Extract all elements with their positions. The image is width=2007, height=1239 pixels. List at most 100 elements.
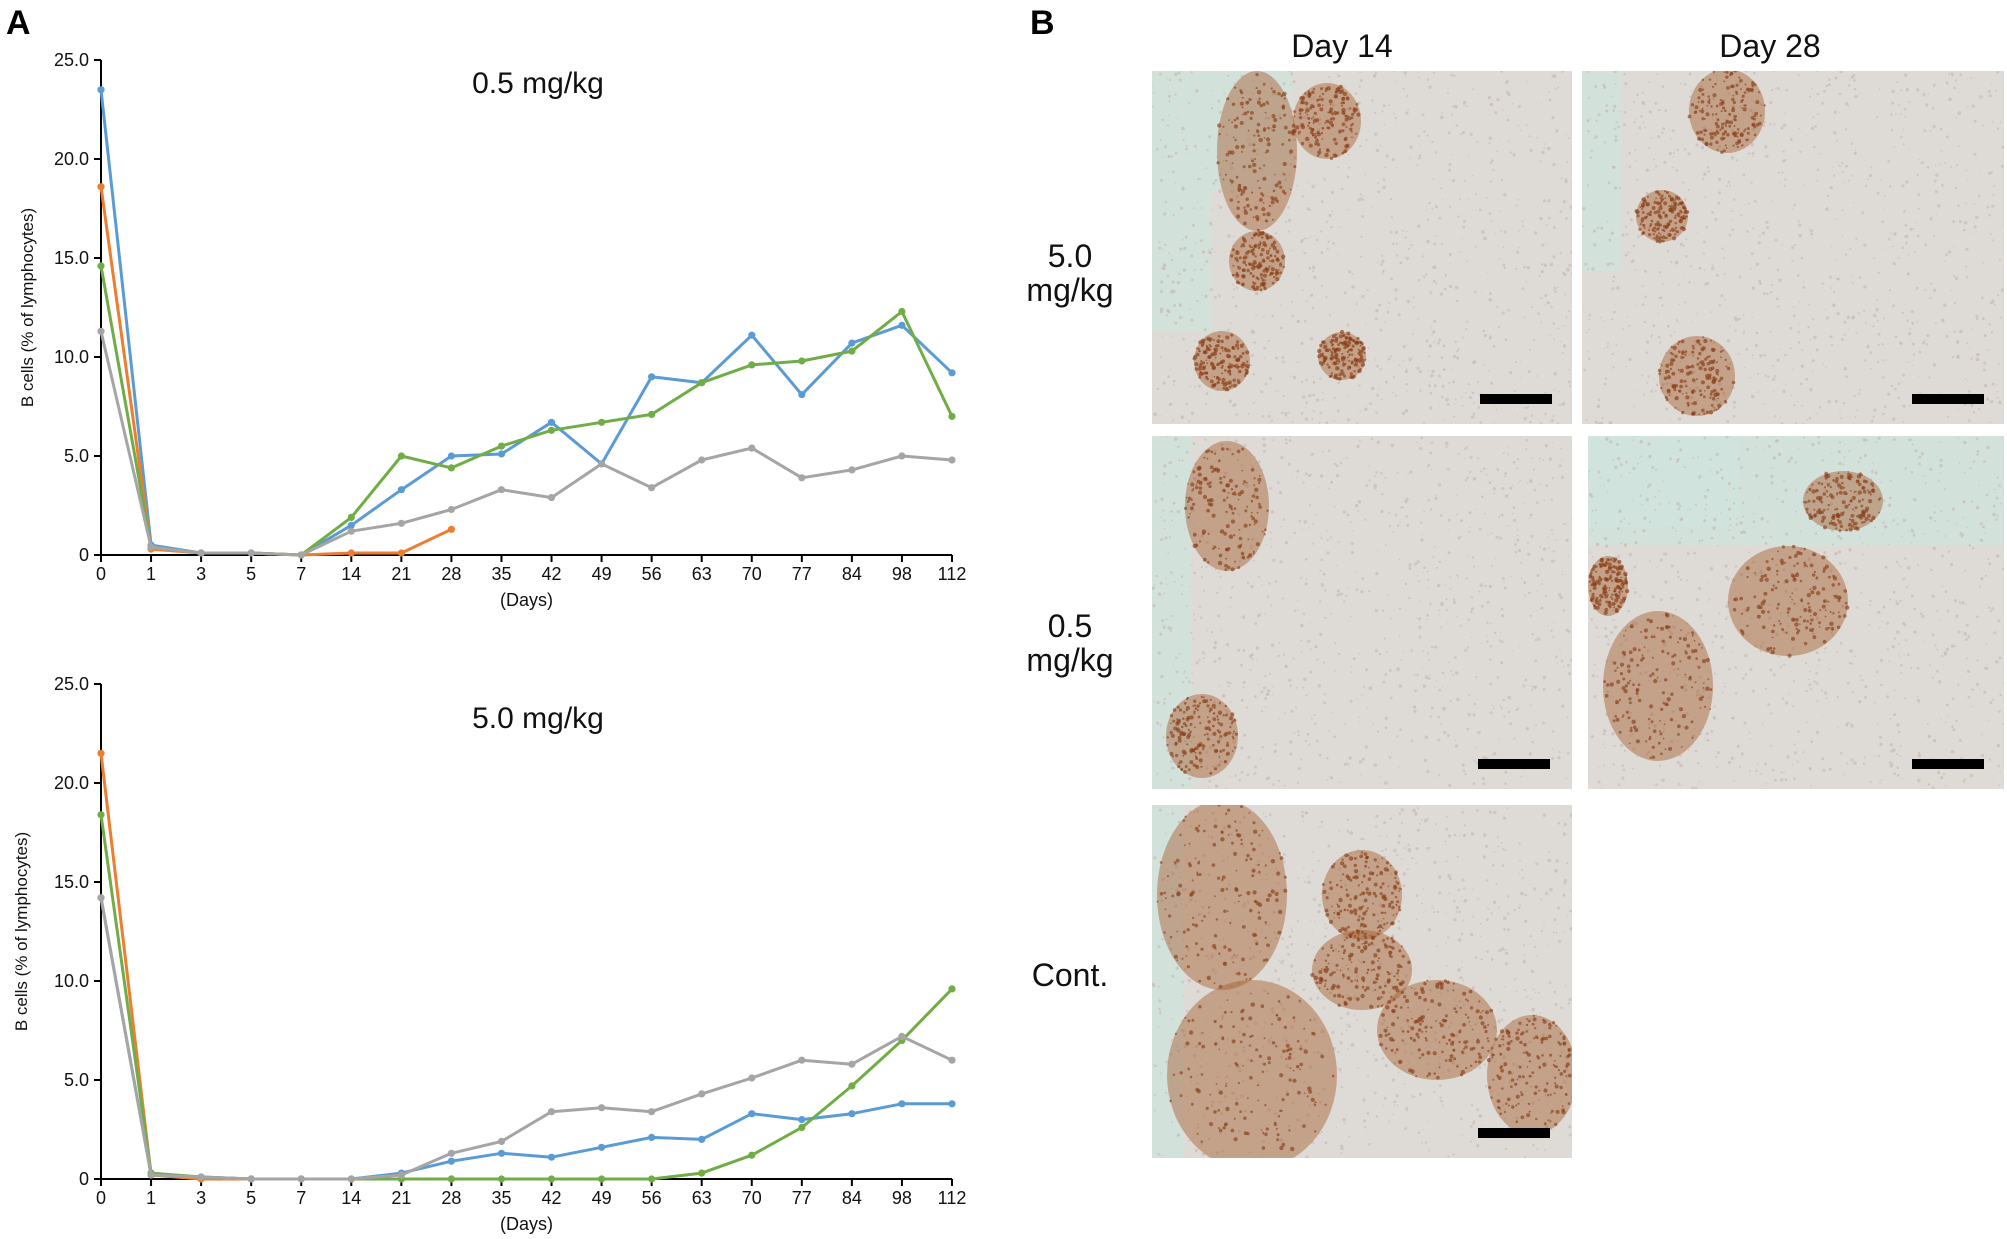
tissue-cell — [1200, 268, 1203, 271]
stained-cell — [1256, 264, 1261, 269]
tissue-cell — [1880, 179, 1882, 182]
stained-cell — [1236, 206, 1240, 210]
tissue-cell — [1475, 762, 1479, 765]
tissue-cell — [1642, 303, 1645, 306]
stained-cell — [1351, 344, 1355, 348]
tissue-cell — [1185, 350, 1188, 353]
tissue-cell — [1388, 755, 1390, 758]
tissue-cell — [1793, 743, 1796, 746]
data-point — [648, 373, 656, 381]
tissue-cell — [1154, 500, 1157, 503]
tissue-cell — [1376, 549, 1379, 551]
tissue-cell — [1234, 304, 1238, 308]
stained-cell — [1360, 350, 1364, 354]
stained-cell — [1203, 477, 1208, 482]
tissue-cell — [1343, 291, 1347, 295]
stained-cell — [1661, 239, 1665, 243]
tissue-cell — [1303, 251, 1306, 255]
tissue-cell — [1439, 626, 1442, 629]
tissue-cell — [1853, 151, 1857, 155]
tissue-cell — [1476, 380, 1480, 383]
tissue-cell — [1472, 477, 1477, 481]
tissue-cell — [1473, 565, 1476, 568]
stained-cell — [1256, 277, 1260, 281]
tissue-cell — [1224, 709, 1227, 712]
stained-cell — [1252, 143, 1256, 147]
tissue-cell — [1517, 105, 1521, 108]
tissue-cell — [1426, 78, 1430, 81]
tissue-cell — [1210, 630, 1214, 634]
tissue-cell — [1715, 399, 1719, 403]
tissue-cell — [1633, 530, 1636, 534]
tissue-cell — [1502, 263, 1506, 267]
tissue-cell — [1229, 322, 1232, 325]
tissue-cell — [1333, 505, 1336, 508]
stained-cell — [1225, 557, 1228, 560]
tissue-cell — [1161, 267, 1164, 270]
tissue-cell — [1682, 181, 1685, 184]
tissue-cell — [1191, 672, 1193, 674]
tissue-cell — [1288, 536, 1290, 538]
row-label-5-0-mgkg: 5.0 mg/kg — [995, 239, 1145, 307]
tissue-cell — [1213, 449, 1217, 452]
tissue-cell — [1998, 710, 2001, 713]
tissue-cell — [1764, 542, 1768, 545]
tissue-cell — [1481, 495, 1484, 498]
tissue-cell — [1327, 240, 1330, 243]
tissue-cell — [1759, 282, 1762, 285]
stained-cell — [1333, 350, 1337, 353]
stained-cell — [1264, 219, 1268, 223]
tissue-cell — [1302, 250, 1304, 252]
stained-cell — [1316, 154, 1320, 157]
tissue-cell — [1910, 471, 1914, 474]
tissue-cell — [1269, 127, 1273, 131]
series-line — [99, 186, 453, 557]
tissue-cell — [1718, 304, 1721, 307]
stained-cell — [1735, 90, 1738, 94]
x-tick-label: 0 — [96, 1188, 106, 1208]
stained-cell — [1176, 728, 1181, 733]
tissue-cell — [1353, 132, 1356, 135]
tissue-cell — [1537, 312, 1540, 315]
tissue-cell — [1359, 193, 1362, 196]
stained-cell — [1183, 770, 1187, 774]
stained-cell — [1726, 366, 1731, 371]
tissue-cell — [1679, 517, 1684, 522]
tissue-cell — [1429, 602, 1432, 606]
tissue-cell — [1429, 674, 1431, 677]
tissue-cell — [1851, 174, 1854, 177]
stained-cell — [1321, 138, 1324, 140]
tissue-cell — [1276, 481, 1280, 485]
stained-cell — [1643, 216, 1647, 219]
tissue-cell — [1683, 148, 1687, 151]
tissue-cell — [1296, 600, 1298, 602]
data-point — [97, 894, 105, 902]
stained-cell — [1731, 84, 1735, 89]
stained-cell — [1712, 388, 1717, 393]
tissue-cell — [1998, 656, 2002, 659]
stained-cell — [1715, 368, 1720, 373]
tissue-cell — [1404, 370, 1408, 374]
tissue-cell — [1497, 325, 1501, 329]
stained-cell — [1249, 208, 1253, 211]
tissue-cell — [1170, 258, 1174, 262]
tissue-cell — [1254, 622, 1258, 625]
stained-cell — [1234, 256, 1238, 261]
stained-cell — [1670, 204, 1673, 207]
stained-cell — [1334, 338, 1339, 343]
stained-cell — [1239, 343, 1244, 348]
tissue-cell — [1416, 366, 1420, 370]
stained-cell — [1341, 104, 1343, 107]
stained-cell — [1211, 365, 1217, 370]
stained-cell — [1271, 259, 1275, 263]
tissue-cell — [1362, 685, 1366, 689]
tissue-cell — [1414, 689, 1417, 692]
tissue-cell — [1264, 674, 1267, 678]
stained-cell — [1198, 751, 1202, 755]
tissue-cell — [1448, 661, 1451, 664]
stained-cell — [1238, 354, 1243, 359]
tissue-cell — [1965, 265, 1968, 268]
tissue-cell — [1481, 777, 1485, 780]
tissue-cell — [1269, 487, 1272, 490]
stained-cell — [1702, 395, 1706, 399]
